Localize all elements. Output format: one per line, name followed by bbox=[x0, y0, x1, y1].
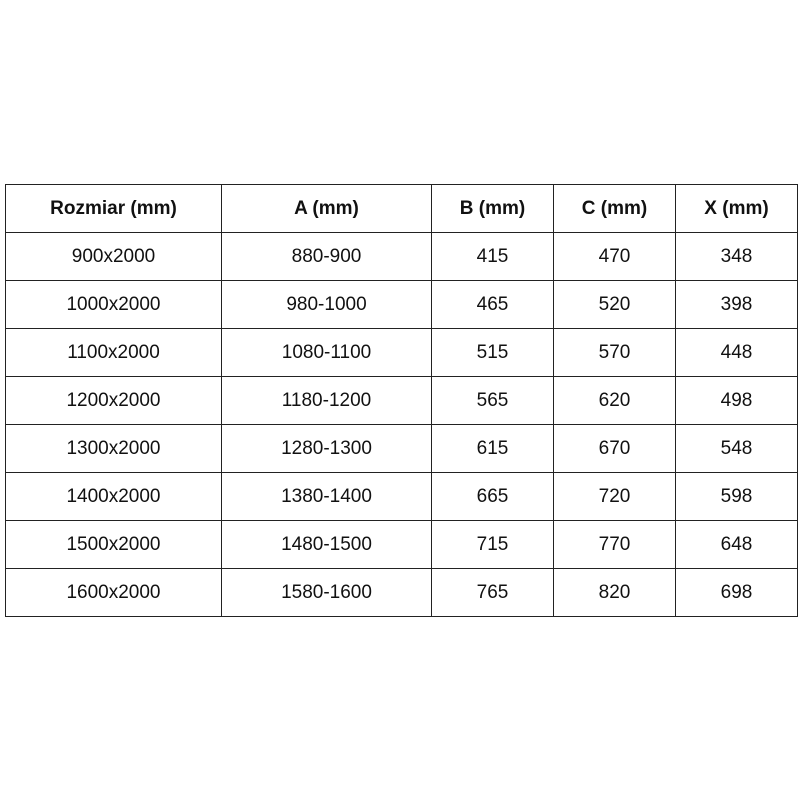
table-cell: 880-900 bbox=[221, 232, 432, 281]
table-cell: 548 bbox=[675, 424, 798, 473]
table-cell: 770 bbox=[553, 520, 676, 569]
table-cell: 670 bbox=[553, 424, 676, 473]
table-cell: 1280-1300 bbox=[221, 424, 432, 473]
table-cell: 570 bbox=[553, 328, 676, 377]
table-cell: 465 bbox=[431, 280, 554, 329]
table-cell: 1300x2000 bbox=[5, 424, 222, 473]
table-cell: 620 bbox=[553, 376, 676, 425]
column-header: A (mm) bbox=[221, 184, 432, 233]
table-cell: 720 bbox=[553, 472, 676, 521]
table-cell: 598 bbox=[675, 472, 798, 521]
table-row: 1200x2000 1180-1200 565 620 498 bbox=[5, 376, 798, 425]
table-cell: 520 bbox=[553, 280, 676, 329]
table-cell: 665 bbox=[431, 472, 554, 521]
table-cell: 1380-1400 bbox=[221, 472, 432, 521]
table-cell: 820 bbox=[553, 568, 676, 617]
table-cell: 1000x2000 bbox=[5, 280, 222, 329]
table-cell: 348 bbox=[675, 232, 798, 281]
table-row: 1500x2000 1480-1500 715 770 648 bbox=[5, 520, 798, 569]
table-cell: 980-1000 bbox=[221, 280, 432, 329]
table-cell: 515 bbox=[431, 328, 554, 377]
table-cell: 615 bbox=[431, 424, 554, 473]
table-cell: 1080-1100 bbox=[221, 328, 432, 377]
column-header: B (mm) bbox=[431, 184, 554, 233]
header-row: Rozmiar (mm) A (mm) B (mm) C (mm) X (mm) bbox=[5, 184, 798, 233]
column-header: C (mm) bbox=[553, 184, 676, 233]
table-cell: 900x2000 bbox=[5, 232, 222, 281]
size-table: Rozmiar (mm) A (mm) B (mm) C (mm) X (mm) 900… bbox=[5, 184, 798, 617]
table-row: 1100x2000 1080-1100 515 570 448 bbox=[5, 328, 798, 377]
table-cell: 1600x2000 bbox=[5, 568, 222, 617]
table-cell: 1100x2000 bbox=[5, 328, 222, 377]
table-cell: 648 bbox=[675, 520, 798, 569]
table-cell: 415 bbox=[431, 232, 554, 281]
table-cell: 715 bbox=[431, 520, 554, 569]
table-row: 1600x2000 1580-1600 765 820 698 bbox=[5, 568, 798, 617]
column-header: Rozmiar (mm) bbox=[5, 184, 222, 233]
table-cell: 498 bbox=[675, 376, 798, 425]
table-cell: 698 bbox=[675, 568, 798, 617]
table-row: 1400x2000 1380-1400 665 720 598 bbox=[5, 472, 798, 521]
table-cell: 1480-1500 bbox=[221, 520, 432, 569]
table-row: 1300x2000 1280-1300 615 670 548 bbox=[5, 424, 798, 473]
table-cell: 1180-1200 bbox=[221, 376, 432, 425]
table-cell: 470 bbox=[553, 232, 676, 281]
table-cell: 1500x2000 bbox=[5, 520, 222, 569]
column-header: X (mm) bbox=[675, 184, 798, 233]
table-row: 1000x2000 980-1000 465 520 398 bbox=[5, 280, 798, 329]
table-cell: 565 bbox=[431, 376, 554, 425]
table-cell: 1200x2000 bbox=[5, 376, 222, 425]
table-cell: 765 bbox=[431, 568, 554, 617]
table-cell: 398 bbox=[675, 280, 798, 329]
table-cell: 1400x2000 bbox=[5, 472, 222, 521]
table-row: 900x2000 880-900 415 470 348 bbox=[5, 232, 798, 281]
table-cell: 448 bbox=[675, 328, 798, 377]
table-cell: 1580-1600 bbox=[221, 568, 432, 617]
